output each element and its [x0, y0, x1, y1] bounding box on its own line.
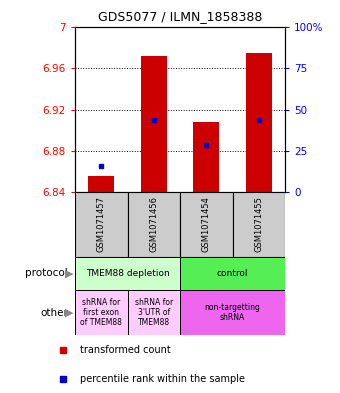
Text: TMEM88 depletion: TMEM88 depletion — [86, 269, 169, 278]
Text: shRNA for
first exon
of TMEM88: shRNA for first exon of TMEM88 — [80, 298, 122, 327]
Title: GDS5077 / ILMN_1858388: GDS5077 / ILMN_1858388 — [98, 10, 262, 23]
Bar — [75, 192, 128, 257]
Text: other: other — [0, 392, 1, 393]
Text: protocol: protocol — [0, 392, 1, 393]
Bar — [141, 56, 167, 192]
Text: GSM1071456: GSM1071456 — [149, 196, 158, 252]
Text: ▶: ▶ — [65, 268, 73, 279]
Text: GSM1071455: GSM1071455 — [254, 196, 263, 252]
Text: non-targetting
shRNA: non-targetting shRNA — [205, 303, 260, 322]
Bar — [180, 192, 233, 257]
Bar — [128, 192, 180, 257]
Text: percentile rank within the sample: percentile rank within the sample — [80, 374, 245, 384]
Text: ▶: ▶ — [65, 307, 73, 318]
Bar — [75, 290, 128, 335]
Bar — [75, 257, 180, 290]
Bar — [180, 290, 285, 335]
Text: transformed count: transformed count — [80, 345, 171, 355]
Bar — [180, 257, 285, 290]
Text: protocol: protocol — [26, 268, 68, 279]
Bar — [88, 176, 114, 192]
Text: other: other — [40, 307, 68, 318]
Text: ▶: ▶ — [0, 392, 1, 393]
Bar — [193, 122, 219, 192]
Text: ▶: ▶ — [0, 392, 1, 393]
Bar — [245, 53, 272, 192]
Bar — [233, 192, 285, 257]
Text: GSM1071454: GSM1071454 — [202, 196, 211, 252]
Bar — [128, 290, 180, 335]
Text: control: control — [217, 269, 248, 278]
Text: shRNA for
3'UTR of
TMEM88: shRNA for 3'UTR of TMEM88 — [135, 298, 173, 327]
Text: GSM1071457: GSM1071457 — [97, 196, 106, 252]
